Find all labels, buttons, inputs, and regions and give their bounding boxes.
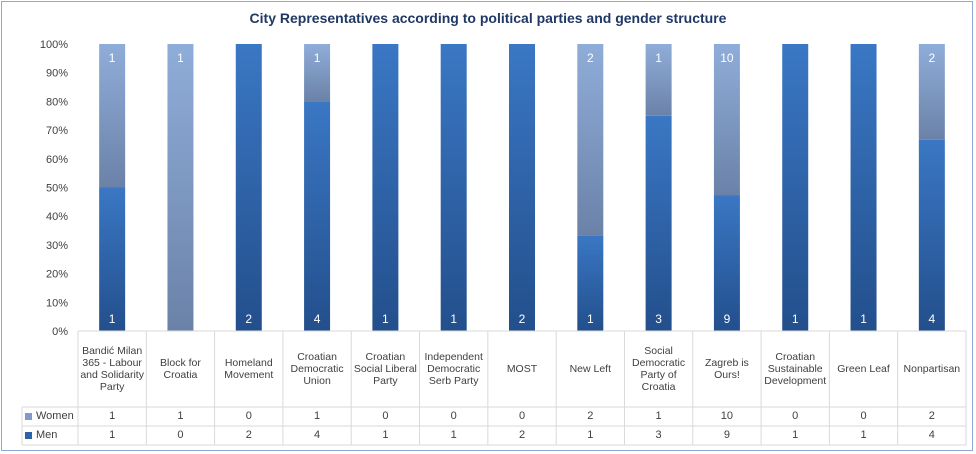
category-label: Croatian Democratic Union bbox=[290, 351, 344, 387]
data-label-men: 1 bbox=[382, 312, 389, 326]
y-tick-label: 30% bbox=[46, 240, 68, 252]
table-value-women: 0 bbox=[382, 410, 389, 422]
y-tick-label: 10% bbox=[46, 297, 68, 309]
table-value-men: 1 bbox=[860, 429, 867, 441]
data-label-women: 1 bbox=[177, 51, 184, 65]
bar-men bbox=[713, 195, 740, 331]
data-label-men: 2 bbox=[519, 312, 526, 326]
y-tick-label: 90% bbox=[46, 68, 68, 80]
table-value-men: 1 bbox=[382, 429, 389, 441]
legend-swatch bbox=[25, 412, 32, 420]
bar-men bbox=[577, 235, 604, 331]
table-value-women: 0 bbox=[792, 410, 799, 422]
category-label: Independent Democratic Serb Party bbox=[424, 351, 483, 387]
category-label: Croatian Social Liberal Party bbox=[353, 351, 417, 387]
category-label: Bandić Milan 365 - Labour and Solidarity… bbox=[80, 345, 144, 393]
y-tick-label: 50% bbox=[46, 183, 68, 195]
table-value-men: 3 bbox=[655, 429, 662, 441]
bar-men bbox=[440, 44, 467, 331]
y-tick-label: 70% bbox=[46, 125, 68, 137]
legend-label: Women bbox=[36, 410, 74, 422]
legend-entry-women: Women bbox=[25, 410, 74, 422]
table-value-women: 1 bbox=[655, 410, 662, 422]
table-value-women: 1 bbox=[109, 410, 116, 422]
table-value-men: 1 bbox=[792, 429, 799, 441]
legend-swatch bbox=[25, 431, 32, 439]
category-label: MOST bbox=[506, 363, 538, 375]
bar-men bbox=[235, 44, 262, 331]
table-value-men: 4 bbox=[928, 429, 935, 441]
category-label: Zagreb is Ours! bbox=[705, 357, 749, 381]
y-tick-label: 0% bbox=[52, 326, 68, 338]
data-label-men: 2 bbox=[245, 312, 252, 326]
bar-men bbox=[850, 44, 877, 331]
y-tick-label: 40% bbox=[46, 211, 68, 223]
category-label: Croatian Sustainable Development bbox=[764, 351, 827, 387]
data-label-men: 1 bbox=[109, 312, 116, 326]
table-value-men: 1 bbox=[450, 429, 457, 441]
category-label: Social Democratic Party of Croatia bbox=[632, 345, 686, 393]
table-value-women: 10 bbox=[720, 410, 734, 422]
data-label-women: 1 bbox=[109, 51, 116, 65]
table-value-men: 2 bbox=[518, 429, 526, 441]
table-value-men: 4 bbox=[314, 429, 321, 441]
legend-entry-men: Men bbox=[25, 429, 57, 441]
bar-women bbox=[918, 44, 945, 140]
data-label-men: 1 bbox=[450, 312, 457, 326]
bar-men bbox=[645, 115, 672, 331]
table-value-women: 0 bbox=[518, 410, 526, 422]
category-label: Block for Croatia bbox=[160, 357, 201, 381]
table-value-men: 2 bbox=[245, 429, 252, 441]
table-value-women: 0 bbox=[245, 410, 252, 422]
bar-women bbox=[577, 44, 604, 236]
data-label-women: 2 bbox=[587, 51, 594, 65]
data-label-women: 1 bbox=[655, 51, 662, 65]
category-label: Nonpartisan bbox=[903, 363, 961, 375]
bar-women bbox=[99, 44, 126, 188]
y-tick-label: 60% bbox=[46, 154, 68, 166]
bar-men bbox=[782, 44, 809, 331]
data-label-women: 1 bbox=[314, 51, 321, 65]
legend-label: Men bbox=[36, 429, 58, 441]
bar-men bbox=[918, 139, 945, 331]
table-value-women: 1 bbox=[177, 410, 184, 422]
y-tick-label: 100% bbox=[40, 39, 68, 51]
data-label-men: 1 bbox=[587, 312, 594, 326]
data-label-women: 2 bbox=[929, 51, 936, 65]
bar-women bbox=[713, 44, 740, 196]
table-value-men: 9 bbox=[723, 429, 730, 441]
table-value-men: 1 bbox=[109, 429, 116, 441]
bar-men bbox=[304, 101, 331, 332]
bar-men bbox=[509, 44, 535, 331]
data-label-men: 4 bbox=[314, 312, 321, 326]
table-value-women: 0 bbox=[450, 410, 457, 422]
y-tick-label: 80% bbox=[46, 96, 68, 108]
data-label-men: 4 bbox=[929, 312, 936, 326]
category-label: Green Leaf bbox=[837, 363, 890, 375]
data-label-women: 10 bbox=[720, 51, 734, 65]
bar-women bbox=[304, 44, 331, 102]
data-label-men: 1 bbox=[860, 312, 867, 326]
bar-women bbox=[167, 44, 194, 331]
data-label-men: 9 bbox=[724, 312, 731, 326]
category-label: New Left bbox=[569, 363, 611, 375]
table-value-men: 1 bbox=[587, 429, 594, 441]
bar-men bbox=[372, 44, 399, 331]
table-value-women: 1 bbox=[314, 410, 321, 422]
data-label-men: 3 bbox=[655, 312, 662, 326]
chart-title: City Representatives according to politi… bbox=[249, 10, 727, 26]
bar-men bbox=[99, 187, 126, 331]
category-label: Homeland Movement bbox=[224, 357, 274, 381]
y-tick-label: 20% bbox=[46, 269, 68, 281]
table-value-women: 2 bbox=[928, 410, 935, 422]
table-value-women: 0 bbox=[860, 410, 867, 422]
data-label-men: 1 bbox=[792, 312, 799, 326]
table-value-women: 2 bbox=[587, 410, 594, 422]
bar-women bbox=[645, 44, 672, 116]
table-value-men: 0 bbox=[177, 429, 184, 441]
